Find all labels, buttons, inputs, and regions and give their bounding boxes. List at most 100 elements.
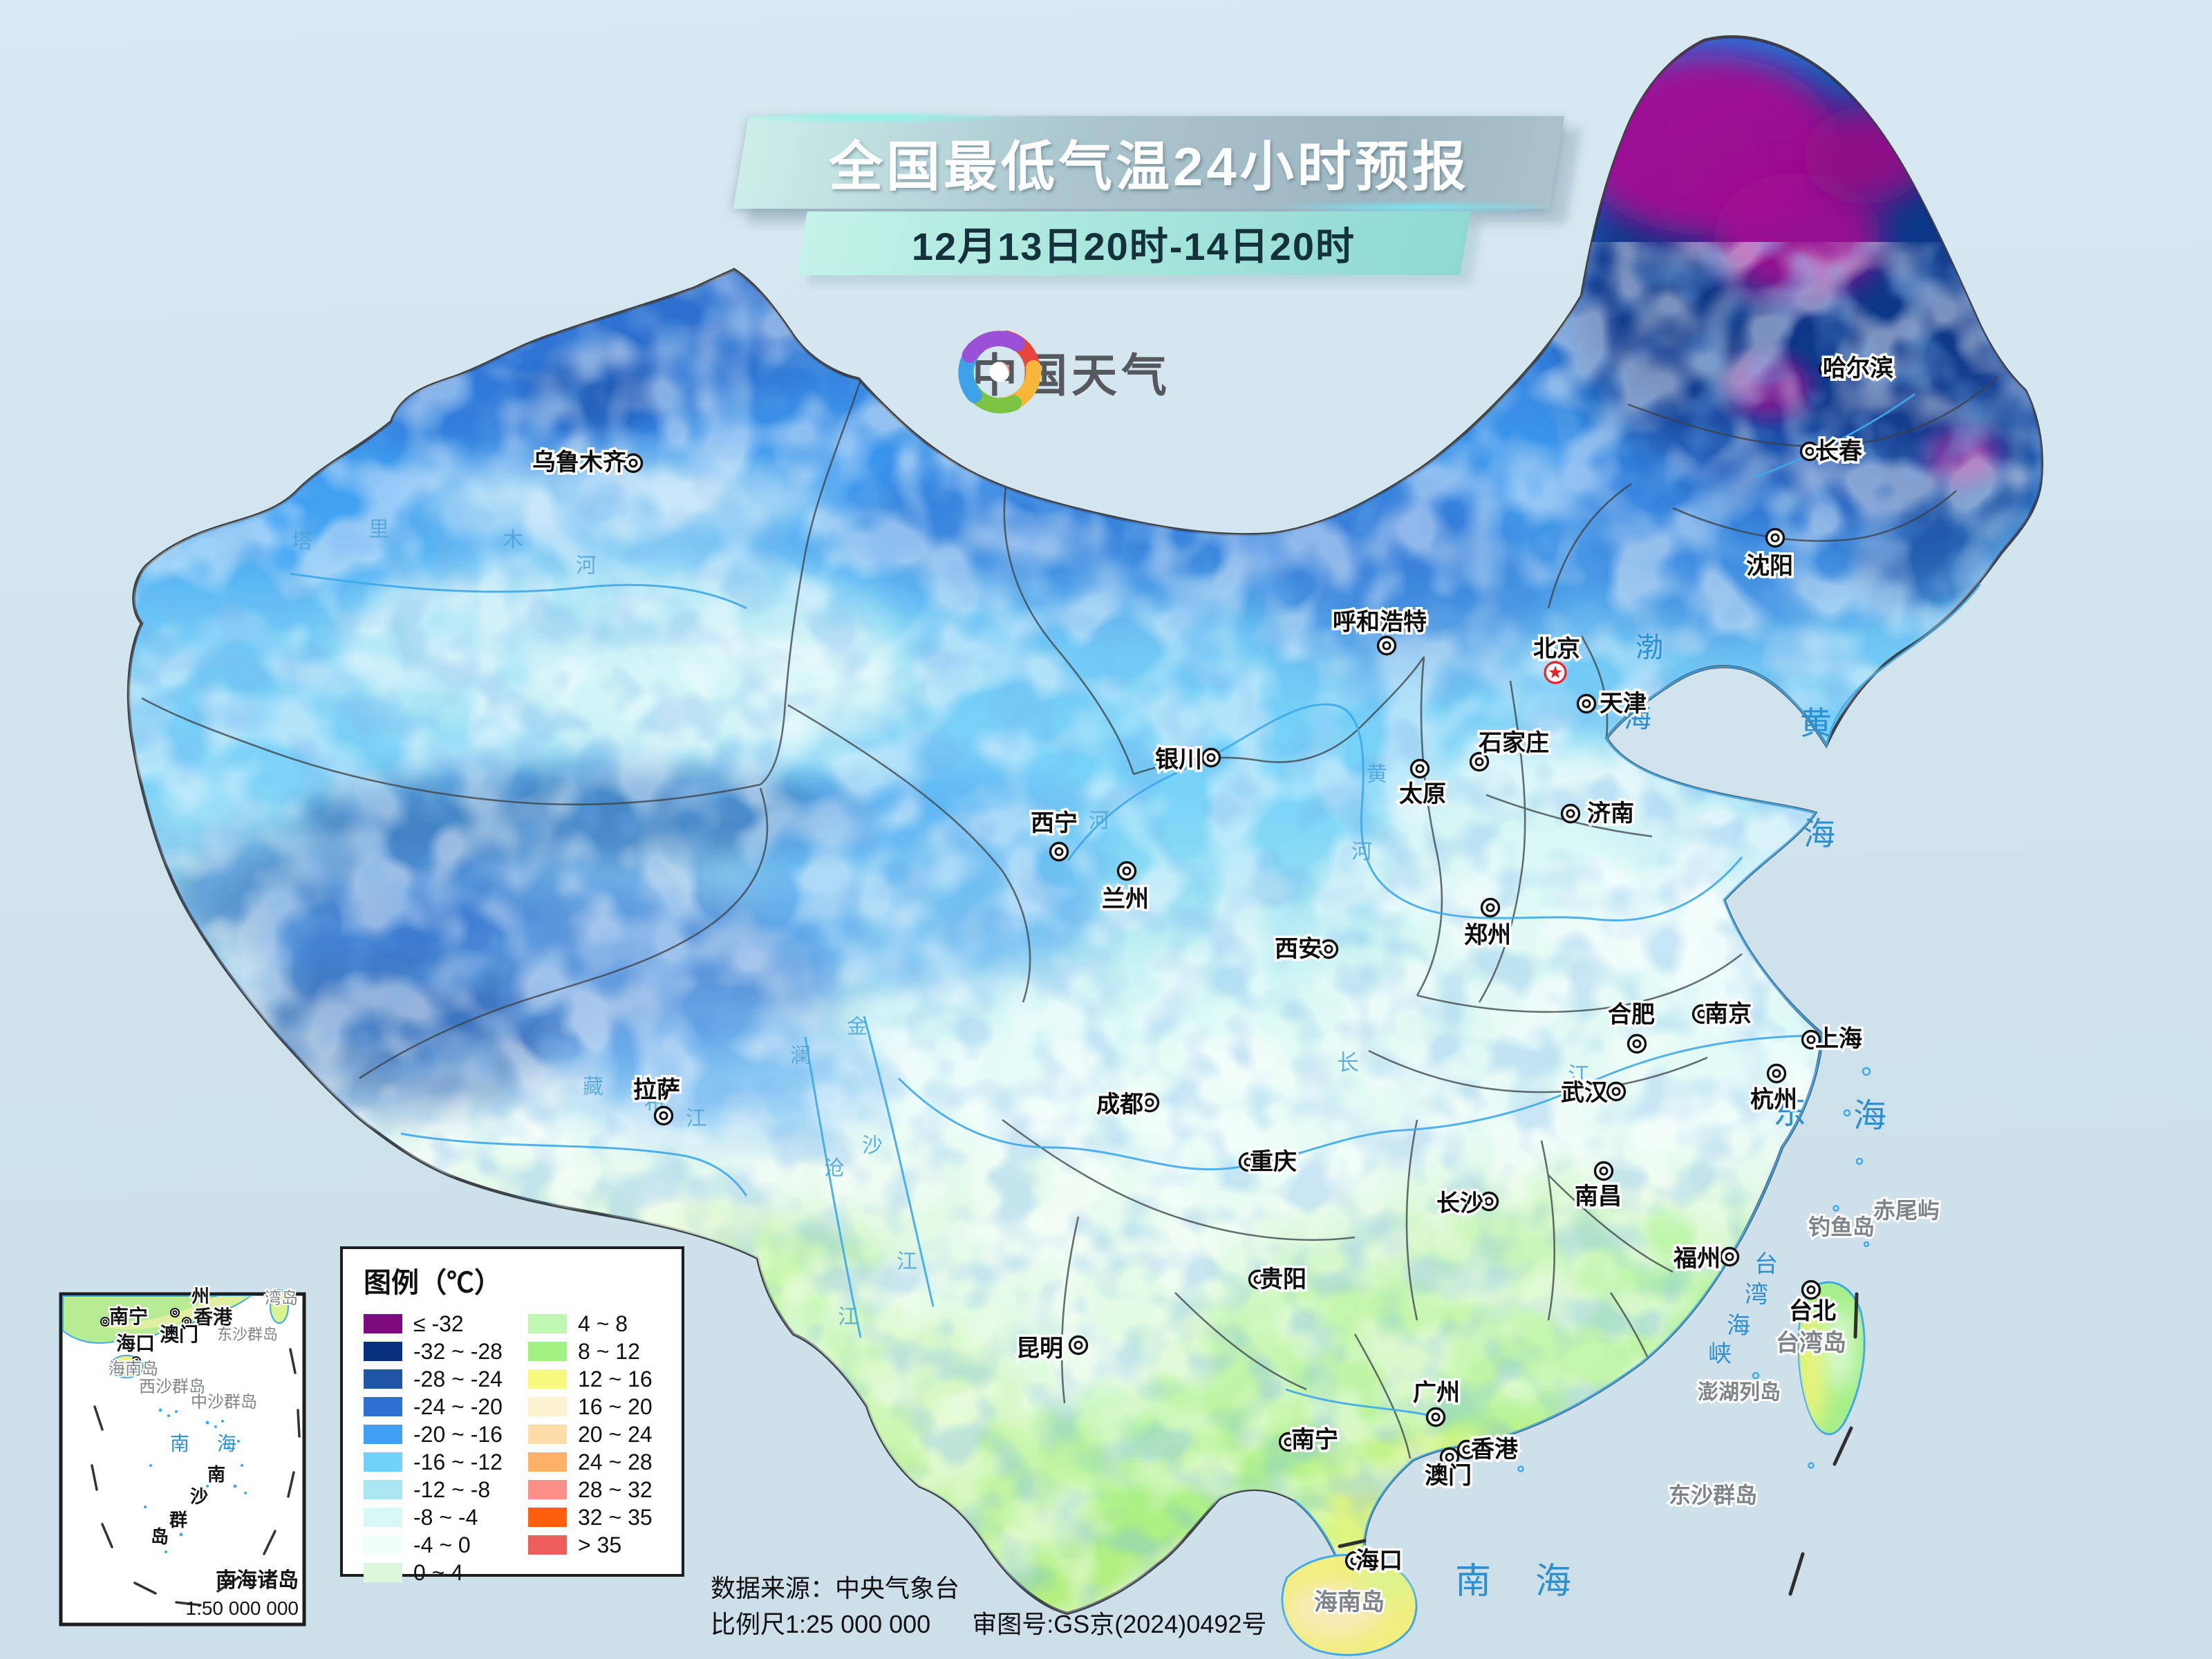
city-label: 拉萨 [633,1077,680,1103]
city-marker [1691,1004,1712,1024]
island-label: 东沙群岛 [1669,1483,1757,1508]
city-marker [1469,751,1490,772]
river-label: 黄 [1367,762,1387,787]
forecast-period: 12月13日20时-14日20时 [911,224,1356,268]
islets [1517,1067,1871,1472]
inset-gray-label: 湾岛 [265,1289,298,1308]
city-marker [653,1105,674,1126]
legend-color-swatch [364,1425,402,1444]
river-label: 澜 [790,1044,811,1068]
legend-item: 16 ~ 20 [528,1393,680,1421]
legend-range-label: 32 ~ 35 [578,1504,653,1530]
sea-label: 黄 [1800,704,1833,742]
river-label: 沙 [862,1134,883,1158]
inset-dark-label: 南 [207,1464,225,1485]
city-marker [1344,1550,1365,1571]
legend-range-label: -4 ~ 0 [413,1532,471,1557]
city-marker [1318,939,1339,959]
river-label: 江 [838,1305,859,1329]
legend-color-swatch [364,1535,402,1555]
city-label: 成都 [1096,1091,1143,1118]
city-label: 银川 [1155,747,1202,773]
city-label: 海口 [1356,1548,1403,1574]
city-marker [1801,1029,1821,1050]
legend-color-swatch [528,1535,567,1555]
legend-color-swatch [528,1452,567,1472]
legend-range-label: 28 ~ 32 [578,1477,653,1502]
legend-item: 0 ~ 4 [364,1559,528,1586]
legend-range-label: 20 ~ 24 [578,1421,653,1447]
city-marker [1425,1407,1446,1427]
city-label: 长春 [1815,438,1862,465]
city-label: 长沙 [1436,1190,1483,1217]
inset-sea-label: 海 [217,1432,238,1455]
legend-item: -24 ~ -20 [364,1393,528,1421]
inset-coast-tint [97,1296,250,1330]
legend-item: ≤ -32 [364,1310,528,1338]
inset-taiwan [270,1289,289,1324]
river-label: 长 [1337,1049,1359,1076]
city-marker [1068,1335,1089,1356]
city-marker [1376,635,1397,656]
legend-item: -32 ~ -28 [364,1338,528,1365]
legend-color-swatch [528,1369,567,1389]
island-label: 澎湖列岛 [1698,1381,1781,1404]
inset-city-markers [100,1308,191,1366]
city-label: 南京 [1705,1001,1752,1027]
legend-item: 20 ~ 24 [528,1421,680,1448]
legend-item: 28 ~ 32 [528,1476,680,1503]
legend-range-label: 16 ~ 20 [578,1394,653,1419]
island-label: 台湾岛 [1776,1329,1846,1356]
inset-dark-label: 州 [191,1286,209,1306]
city-label: 西宁 [1031,810,1078,836]
river-label: 木 [503,528,523,552]
city-marker [1439,1447,1460,1468]
hainan-shading [1286,1562,1416,1638]
city-marker [1799,441,1820,462]
inset-dark-label: 海口 [116,1333,155,1354]
legend-range-label: -12 ~ -8 [413,1477,491,1502]
sea-label: 渤 [1635,632,1665,664]
temperature-legend: 图例（℃） ≤ -32 -32 ~ -28 -28 ~ -24 -24 ~ -20 -2… [340,1246,684,1585]
legend-range-label: -8 ~ -4 [413,1504,478,1530]
legend-range-label: 24 ~ 28 [578,1449,653,1474]
legend-range-label: 8 ~ 12 [578,1338,640,1364]
city-marker [1627,1033,1647,1054]
city-marker [1139,1092,1160,1113]
legend-item: -20 ~ -16 [364,1421,528,1448]
city-label: 郑州 [1464,922,1511,948]
city-label: 澳门 [1425,1463,1472,1489]
inset-caption: 南海诸岛 [216,1569,299,1592]
river-label: 河 [1351,840,1372,864]
inset-gray-label: 中沙群岛 [191,1393,257,1412]
inset-dark-label: 南宁 [109,1305,148,1327]
city-marker [1480,897,1501,918]
city-marker [1201,747,1221,768]
city-label: 石家庄 [1478,730,1549,756]
legend-item: 4 ~ 8 [528,1310,680,1338]
legend-color-swatch [364,1563,402,1582]
legend-range-label: 4 ~ 8 [578,1311,628,1336]
city-marker [1238,1152,1259,1172]
river-labels: 塔里木河黄河河长 江藏布江澜沧江金沙江 [292,518,1590,1329]
inset-dash-line [91,1348,301,1606]
map-scale: 比例尺1:25 000 000 [711,1610,931,1638]
inset-dark-label: 沙 [190,1486,208,1507]
river-label: 江 [1568,1062,1590,1088]
city-label: 上海 [1815,1026,1862,1052]
capital-star-marker [1544,661,1567,684]
rivers [290,393,1915,1420]
city-marker [1248,1269,1268,1290]
city-label: 北京 [1533,636,1580,662]
data-source: 数据来源：中央气象台 [711,1574,960,1602]
legend-range-label: -24 ~ -20 [413,1394,503,1419]
river-label: 里 [368,518,389,542]
legend-color-swatch [528,1425,567,1444]
legend-title: 图例（℃） [364,1268,502,1298]
legend-item: 12 ~ 16 [528,1365,680,1393]
island-label: 钓鱼岛 [1808,1215,1875,1239]
city-label: 太原 [1399,781,1446,807]
legend-color-swatch [364,1452,402,1472]
